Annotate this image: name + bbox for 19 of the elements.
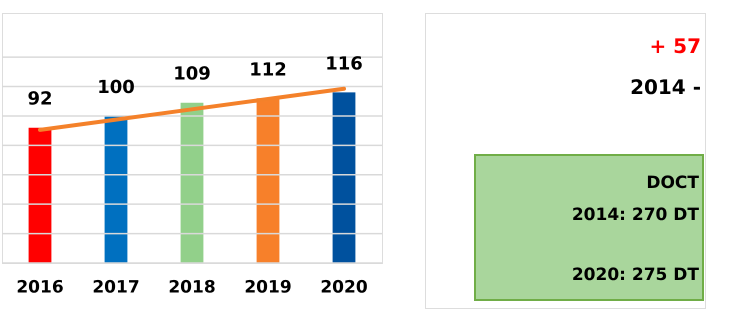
text: + 57 bbox=[649, 34, 701, 58]
data-label: 109 bbox=[173, 64, 211, 85]
text: 2020: 275 DT bbox=[572, 265, 700, 285]
bar bbox=[28, 128, 52, 263]
data-label: 92 bbox=[27, 88, 53, 110]
data-label: 116 bbox=[325, 53, 363, 74]
text: 2014 - bbox=[630, 75, 701, 99]
x-tick-label: 2018 bbox=[168, 278, 216, 298]
text: 2014: 270 DT bbox=[572, 205, 700, 225]
x-tick-label: 2016 bbox=[16, 278, 64, 298]
bar bbox=[332, 92, 356, 263]
bar bbox=[104, 116, 128, 263]
bar bbox=[180, 102, 204, 263]
data-label: 112 bbox=[249, 59, 287, 80]
x-tick-label: 2020 bbox=[320, 278, 368, 298]
data-label: 100 bbox=[97, 76, 135, 98]
text: DOCT bbox=[646, 173, 700, 193]
x-tick-label: 2019 bbox=[244, 278, 292, 298]
x-tick-label: 2017 bbox=[92, 278, 140, 298]
